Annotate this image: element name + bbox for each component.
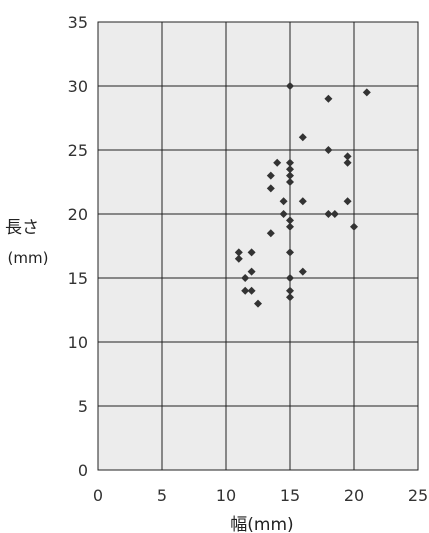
data-point bbox=[247, 267, 256, 276]
data-point bbox=[266, 171, 275, 180]
data-point bbox=[273, 158, 282, 167]
data-point bbox=[286, 216, 294, 225]
grid-lines bbox=[97, 21, 419, 471]
x-tick-label: 15 bbox=[280, 486, 300, 505]
data-point bbox=[362, 88, 371, 97]
data-point bbox=[324, 94, 333, 103]
data-point bbox=[343, 197, 352, 206]
data-point bbox=[286, 171, 294, 180]
data-point bbox=[241, 274, 250, 282]
data-point bbox=[298, 133, 307, 142]
y-tick-label: 30 bbox=[68, 77, 88, 96]
data-point bbox=[286, 293, 294, 302]
y-tick-label: 15 bbox=[68, 269, 88, 288]
data-point bbox=[298, 197, 307, 206]
data-point bbox=[279, 210, 288, 218]
x-tick-label: 20 bbox=[344, 486, 364, 505]
y-axis-unit: (mm) bbox=[8, 249, 49, 267]
data-point bbox=[286, 248, 294, 257]
y-tick-label: 0 bbox=[78, 461, 88, 480]
data-point bbox=[324, 210, 333, 218]
data-point bbox=[286, 158, 294, 167]
x-tick-label: 5 bbox=[157, 486, 167, 505]
data-point bbox=[247, 248, 256, 257]
x-tick-label: 0 bbox=[93, 486, 103, 505]
data-point bbox=[234, 254, 243, 263]
data-point bbox=[241, 286, 250, 295]
y-tick-labels: 0 5 10 15 20 25 30 35 bbox=[68, 13, 88, 480]
data-point bbox=[343, 152, 352, 161]
data-point bbox=[286, 178, 294, 186]
y-tick-label: 5 bbox=[78, 397, 88, 416]
y-tick-label: 25 bbox=[68, 141, 88, 160]
y-tick-label: 10 bbox=[68, 333, 88, 352]
data-point bbox=[266, 184, 275, 193]
data-point bbox=[298, 267, 307, 276]
data-point bbox=[286, 286, 294, 295]
data-point bbox=[324, 146, 333, 154]
x-tick-label: 25 bbox=[408, 486, 428, 505]
y-tick-label: 20 bbox=[68, 205, 88, 224]
data-point bbox=[266, 229, 275, 238]
data-point bbox=[330, 210, 339, 218]
data-point bbox=[279, 197, 288, 206]
data-point bbox=[286, 82, 294, 90]
x-tick-labels: 0 5 10 15 20 25 bbox=[93, 486, 428, 505]
data-point bbox=[286, 274, 294, 282]
y-axis-label: 長さ bbox=[5, 218, 39, 238]
data-point bbox=[247, 286, 256, 295]
data-point bbox=[286, 222, 294, 231]
plot-background bbox=[97, 21, 419, 471]
data-point bbox=[286, 165, 294, 174]
data-point bbox=[254, 299, 262, 308]
data-point bbox=[234, 248, 243, 257]
y-tick-label: 35 bbox=[68, 13, 88, 32]
x-tick-label: 10 bbox=[216, 486, 236, 505]
data-point bbox=[343, 158, 352, 167]
data-point bbox=[350, 222, 358, 231]
x-axis-label: 幅(mm) bbox=[230, 515, 293, 533]
data-points bbox=[234, 82, 371, 308]
